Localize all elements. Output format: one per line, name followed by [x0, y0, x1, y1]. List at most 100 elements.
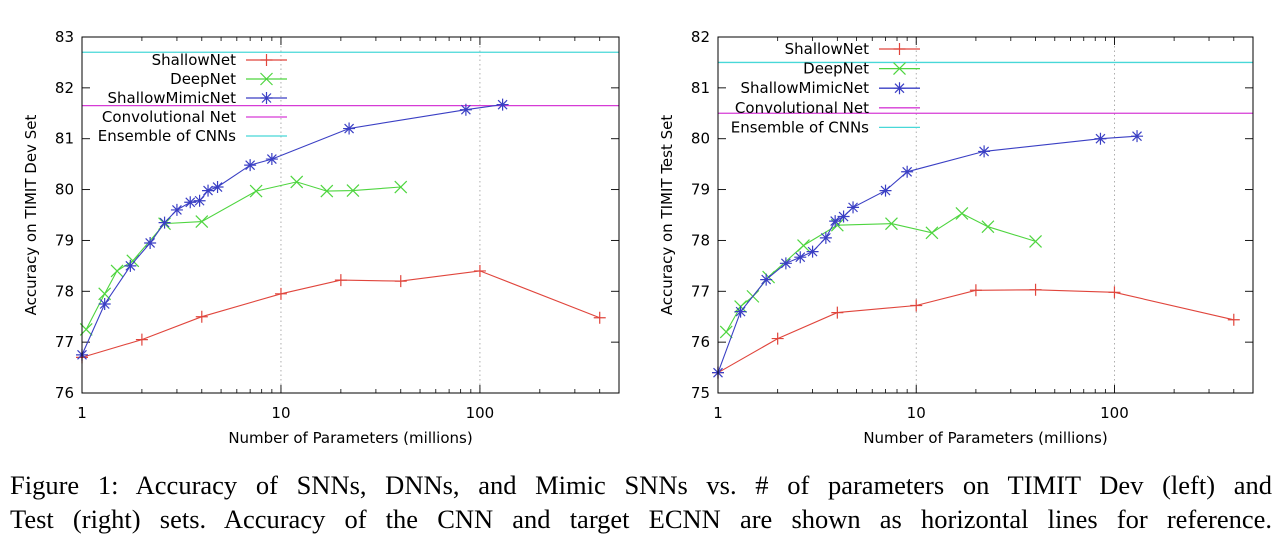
- point-deepnet: [1029, 235, 1042, 248]
- y-tick-label: 82: [55, 79, 74, 97]
- legend-marker-deepnet: [893, 62, 906, 76]
- point-shallownet: [1227, 313, 1240, 326]
- y-tick-label: 78: [55, 282, 74, 300]
- point-shallowmimicnet: [144, 236, 157, 249]
- point-deepnet: [195, 215, 209, 229]
- y-tick-label: 79: [691, 181, 710, 199]
- point-shallownet: [969, 284, 982, 297]
- point-shallowmimicnet: [193, 194, 206, 207]
- point-deepnet: [290, 175, 304, 189]
- plot-frame: [81, 36, 620, 394]
- legend-label-convolutional-net: Convolutional Net: [102, 108, 236, 126]
- point-shallowmimicnet: [978, 145, 991, 158]
- point-shallowmimicnet: [847, 201, 860, 214]
- legend-marker-shallowmimicnet: [260, 92, 273, 104]
- point-shallowmimicnet: [98, 298, 111, 310]
- point-deepnet: [126, 254, 140, 268]
- legend-label-shallowmimicnet: ShallowMimicNet: [741, 79, 870, 97]
- y-tick-label: 78: [691, 231, 710, 249]
- series-line-deepnet: [85, 181, 401, 330]
- point-shallownet: [135, 333, 148, 346]
- point-shallownet: [394, 275, 407, 288]
- point-deepnet: [925, 226, 939, 240]
- legend-marker-deepnet: [260, 72, 273, 86]
- point-shallowmimicnet: [124, 259, 137, 272]
- chart-panel-2: 1 10 100 75 76 77 78 79 80 81 82 Number of Paramete…: [658, 28, 1254, 447]
- point-shallowmimicnet: [496, 98, 509, 111]
- legend-label-ensemble-of-cnns: Ensemble of CNNs: [98, 127, 236, 145]
- y-tick-label: 80: [691, 130, 710, 148]
- point-shallowmimicnet: [459, 103, 472, 116]
- legend-label-shallowmimicnet: ShallowMimicNet: [108, 89, 237, 107]
- x-tick-label: 100: [1100, 404, 1129, 422]
- point-shallowmimicnet: [202, 184, 215, 197]
- point-shallowmimicnet: [343, 122, 356, 135]
- caption-line-2: Test (right) sets. Accuracy of the CNN a…: [10, 504, 1272, 534]
- point-shallowmimicnet: [829, 215, 842, 228]
- point-deepnet: [394, 180, 408, 194]
- point-shallowmimicnet: [819, 231, 832, 244]
- point-shallownet: [274, 287, 287, 300]
- point-shallownet: [831, 306, 844, 319]
- point-shallownet: [1108, 286, 1121, 299]
- point-shallowmimicnet: [779, 257, 792, 270]
- point-shallowmimicnet: [901, 165, 914, 178]
- point-shallowmimicnet: [244, 159, 257, 172]
- y-axis-label: Accuracy on TIMIT Dev Set: [22, 115, 40, 316]
- point-deepnet: [110, 264, 124, 278]
- point-shallowmimicnet: [265, 153, 278, 166]
- point-deepnet: [346, 184, 360, 198]
- point-shallowmimicnet: [158, 216, 171, 229]
- x-axis-label: Number of Parameters (millions): [228, 429, 472, 447]
- y-axis-label: Accuracy on TIMIT Test Set: [658, 115, 676, 316]
- figure-caption: Figure 1: Accuracy of SNNs, DNNs, and Mi…: [10, 468, 1272, 536]
- point-deepnet: [955, 207, 969, 220]
- legend-label-deepnet: DeepNet: [170, 70, 236, 88]
- y-tick-label: 81: [691, 79, 710, 97]
- point-shallowmimicnet: [806, 245, 819, 258]
- series-line-shallownet: [717, 289, 1234, 374]
- series-line-shallownet: [81, 270, 600, 358]
- point-shallownet: [334, 274, 347, 287]
- x-tick-label: 10: [907, 404, 926, 422]
- y-tick-label: 76: [55, 384, 74, 402]
- plot-frame: [717, 36, 1254, 394]
- point-shallowmimicnet: [1131, 130, 1144, 143]
- point-shallowmimicnet: [837, 210, 850, 223]
- y-tick-label: 76: [691, 333, 710, 351]
- point-shallownet: [1029, 283, 1042, 296]
- legend-label-shallownet: ShallowNet: [152, 51, 236, 69]
- x-tick-label: 1: [713, 404, 723, 422]
- legend-marker-shallowmimicnet: [893, 82, 906, 95]
- point-shallownet: [195, 310, 208, 323]
- point-shallownet: [473, 264, 486, 277]
- legend-label-convolutional-net: Convolutional Net: [735, 99, 869, 117]
- point-shallowmimicnet: [184, 196, 197, 209]
- x-tick-label: 100: [466, 404, 495, 422]
- point-shallowmimicnet: [170, 203, 183, 216]
- y-tick-label: 82: [691, 28, 710, 46]
- point-shallownet: [910, 299, 923, 312]
- y-tick-label: 75: [691, 384, 710, 402]
- point-deepnet: [797, 239, 810, 252]
- point-shallowmimicnet: [1094, 132, 1107, 145]
- point-shallowmimicnet: [734, 305, 747, 318]
- point-deepnet: [885, 217, 898, 231]
- legend-label-deepnet: DeepNet: [803, 60, 869, 78]
- x-axis-label: Number of Parameters (millions): [863, 429, 1107, 447]
- legend-label-shallownet: ShallowNet: [785, 40, 869, 58]
- point-deepnet: [981, 220, 995, 234]
- point-shallownet: [771, 332, 784, 345]
- point-shallowmimicnet: [760, 273, 773, 286]
- point-shallowmimicnet: [879, 184, 892, 197]
- y-tick-label: 80: [55, 181, 74, 199]
- caption-line-1: Figure 1: Accuracy of SNNs, DNNs, and Mi…: [10, 470, 1272, 500]
- legend-marker-shallownet: [893, 43, 906, 55]
- point-shallownet: [593, 311, 606, 324]
- legend-marker-shallownet: [260, 54, 273, 66]
- point-deepnet: [320, 184, 334, 198]
- point-deepnet: [249, 184, 263, 198]
- y-tick-label: 79: [55, 231, 74, 249]
- y-tick-label: 81: [55, 130, 74, 148]
- y-tick-label: 83: [55, 28, 74, 46]
